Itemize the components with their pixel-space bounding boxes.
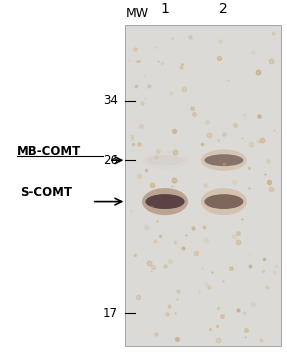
- Ellipse shape: [142, 188, 188, 215]
- Ellipse shape: [146, 194, 185, 209]
- Ellipse shape: [204, 154, 243, 166]
- Ellipse shape: [146, 194, 185, 209]
- Ellipse shape: [201, 188, 247, 215]
- Text: 34: 34: [103, 94, 118, 107]
- Bar: [125, 25, 281, 346]
- Text: 17: 17: [103, 307, 118, 320]
- Ellipse shape: [204, 194, 243, 209]
- Ellipse shape: [146, 155, 185, 165]
- Ellipse shape: [142, 188, 188, 215]
- Text: MW: MW: [126, 7, 149, 20]
- Text: 2: 2: [220, 2, 228, 16]
- Text: MB-COMT: MB-COMT: [17, 145, 82, 158]
- Ellipse shape: [201, 149, 247, 171]
- Text: 26: 26: [103, 154, 118, 167]
- Text: 1: 1: [161, 2, 169, 16]
- Text: S-COMT: S-COMT: [20, 186, 72, 199]
